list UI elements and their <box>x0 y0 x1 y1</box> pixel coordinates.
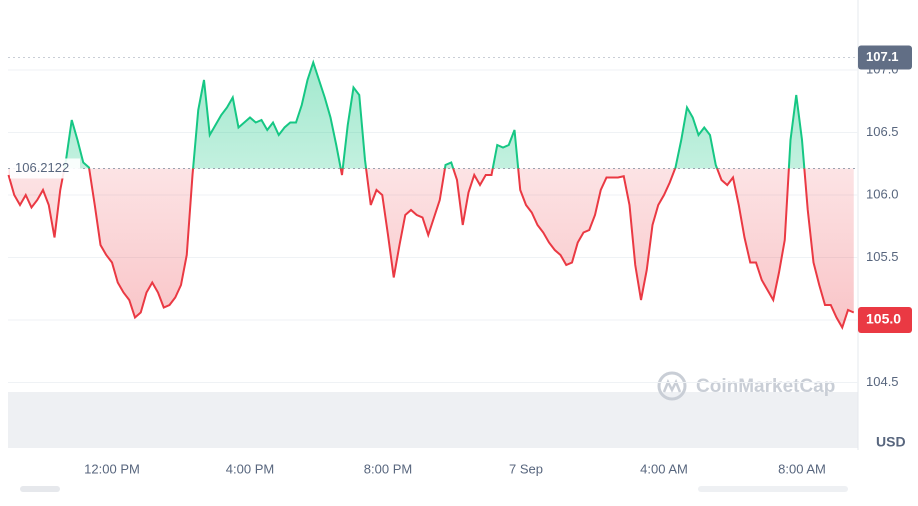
price-label: 105.0 <box>866 311 901 327</box>
x-tick-label: 7 Sep <box>509 461 543 476</box>
y-tick-label: 106.0 <box>866 186 899 201</box>
x-tick-label: 8:00 AM <box>778 461 826 476</box>
x-tick-label: 4:00 PM <box>226 461 274 476</box>
scroll-handle[interactable] <box>698 486 848 492</box>
price-label-bg <box>858 307 912 333</box>
high-label: 107.1 <box>866 49 899 64</box>
x-tick-label: 4:00 AM <box>640 461 688 476</box>
y-tick-label: 105.5 <box>866 249 899 264</box>
baseline-label: 106.2122 <box>15 160 69 175</box>
line-below <box>7 168 855 330</box>
x-tick-label: 8:00 PM <box>364 461 412 476</box>
high-label-bg <box>858 45 912 70</box>
scroll-handle[interactable] <box>20 486 60 492</box>
y-tick-label: 106.5 <box>866 124 899 139</box>
x-tick-label: 12:00 PM <box>84 461 140 476</box>
line-above <box>63 59 806 169</box>
currency-label: USD <box>876 434 906 450</box>
volume-band <box>8 392 858 448</box>
watermark-text: CoinMarketCap <box>696 376 835 397</box>
baseline-label-bg <box>10 158 80 179</box>
y-tick-label: 104.5 <box>866 374 899 389</box>
watermark: CoinMarketCap <box>657 371 835 401</box>
area-above <box>8 62 854 169</box>
